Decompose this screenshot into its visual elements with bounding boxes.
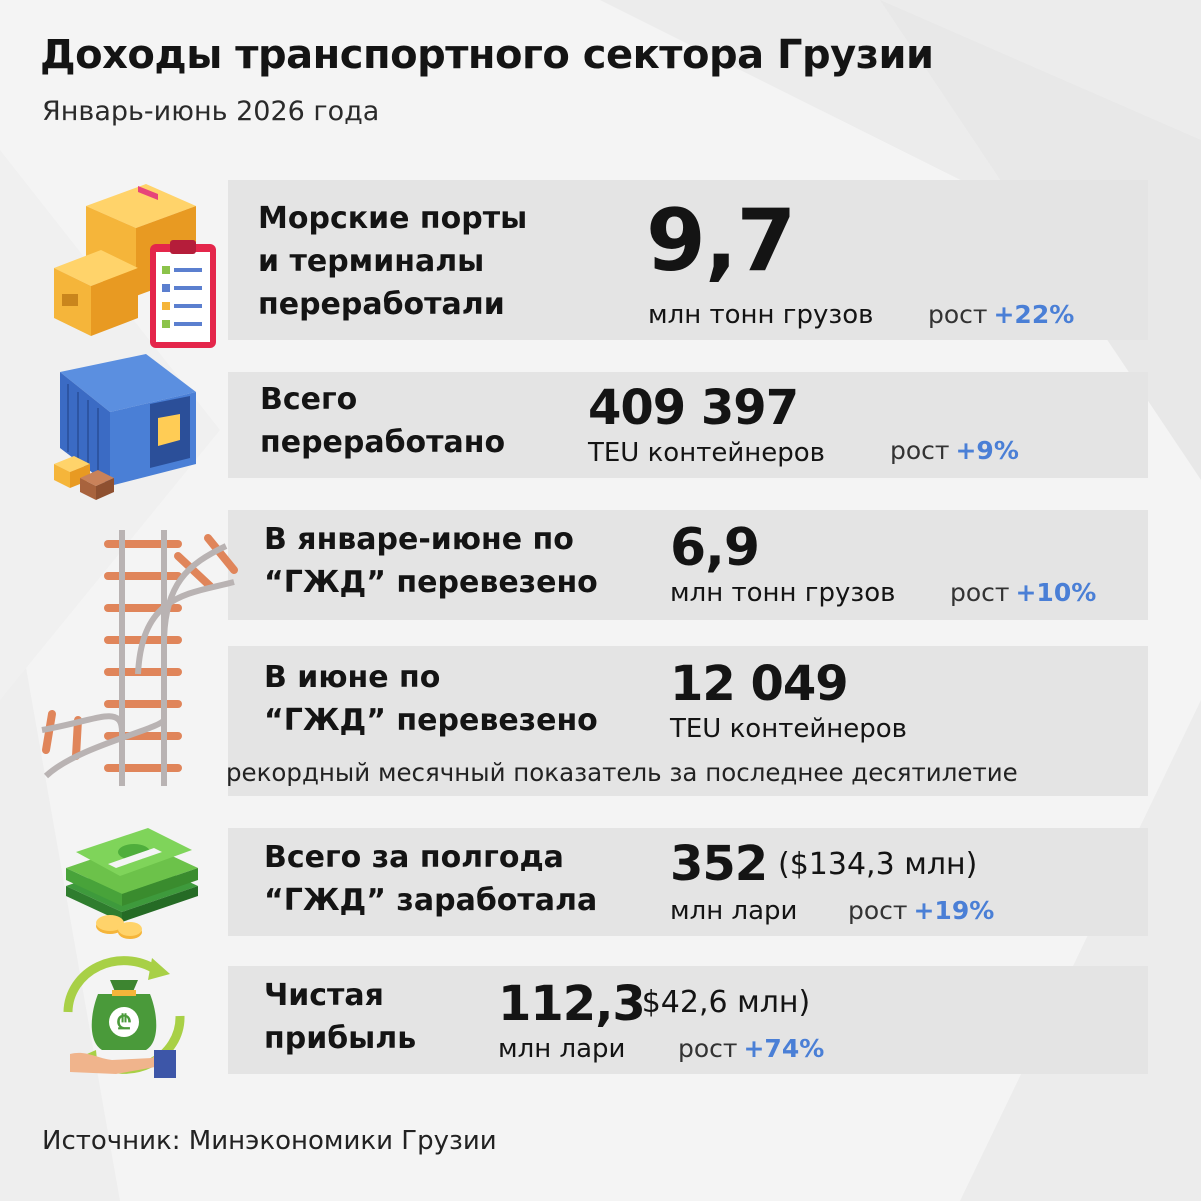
rail-june-band [228, 646, 1148, 796]
money-bag-hand-icon: ₾ [63, 956, 185, 1078]
net-profit-usd: ($42,6 млн) [630, 985, 811, 1020]
containers-value: 409 397 [588, 380, 799, 436]
rail-income-value: 352 [670, 836, 768, 892]
rail-june-label: В июне по “ГЖД” перевезено [264, 660, 598, 738]
rail-june-value: 12 049 [670, 656, 849, 712]
net-profit-value: 112,3 [498, 976, 646, 1032]
shipping-container-icon [54, 354, 196, 500]
net-profit-growth: рост +74% [678, 1034, 825, 1063]
rail-june-note: рекордный месячный показатель за последн… [226, 758, 1018, 787]
cargo-boxes-clipboard-icon [54, 184, 216, 348]
page-title: Доходы транспортного сектора Грузии [40, 32, 934, 78]
net-profit-unit: млн лари [498, 1034, 626, 1064]
source-footer: Источник: Минэкономики Грузии [42, 1126, 497, 1156]
rail-income-growth: рост +19% [848, 896, 995, 925]
containers-label: Всего переработано [260, 382, 506, 460]
ports-band [228, 180, 1148, 340]
rail-income-usd: ($134,3 млн) [778, 847, 978, 882]
ports-growth: рост +22% [928, 300, 1075, 329]
rail-halfyear-unit: млн тонн грузов [670, 578, 896, 608]
containers-unit: TEU контейнеров [588, 438, 825, 468]
svg-text:₾: ₾ [116, 1010, 131, 1034]
money-stack-coins-icon [66, 828, 198, 939]
rail-income-label: Всего за полгода “ГЖД” заработала [264, 840, 598, 918]
rail-income-band [228, 828, 1148, 936]
rail-halfyear-value: 6,9 [670, 518, 760, 578]
net-profit-band [228, 966, 1148, 1074]
rail-income-unit: млн лари [670, 896, 798, 926]
rail-june-unit: TEU контейнеров [670, 714, 907, 744]
page-subtitle: Январь-июнь 2026 года [42, 96, 380, 127]
containers-growth: рост +9% [890, 436, 1019, 465]
ports-unit: млн тонн грузов [648, 300, 874, 330]
containers-band [228, 372, 1148, 478]
rail-halfyear-band [228, 510, 1148, 620]
rail-halfyear-label: В январе-июне по “ГЖД” перевезено [264, 522, 598, 600]
railway-tracks-icon [41, 530, 238, 786]
ports-value: 9,7 [646, 191, 796, 291]
net-profit-label: Чистая прибыль [264, 978, 417, 1056]
rail-halfyear-growth: рост +10% [950, 578, 1097, 607]
ports-label: Морские порты и терминалы переработали [258, 201, 528, 322]
